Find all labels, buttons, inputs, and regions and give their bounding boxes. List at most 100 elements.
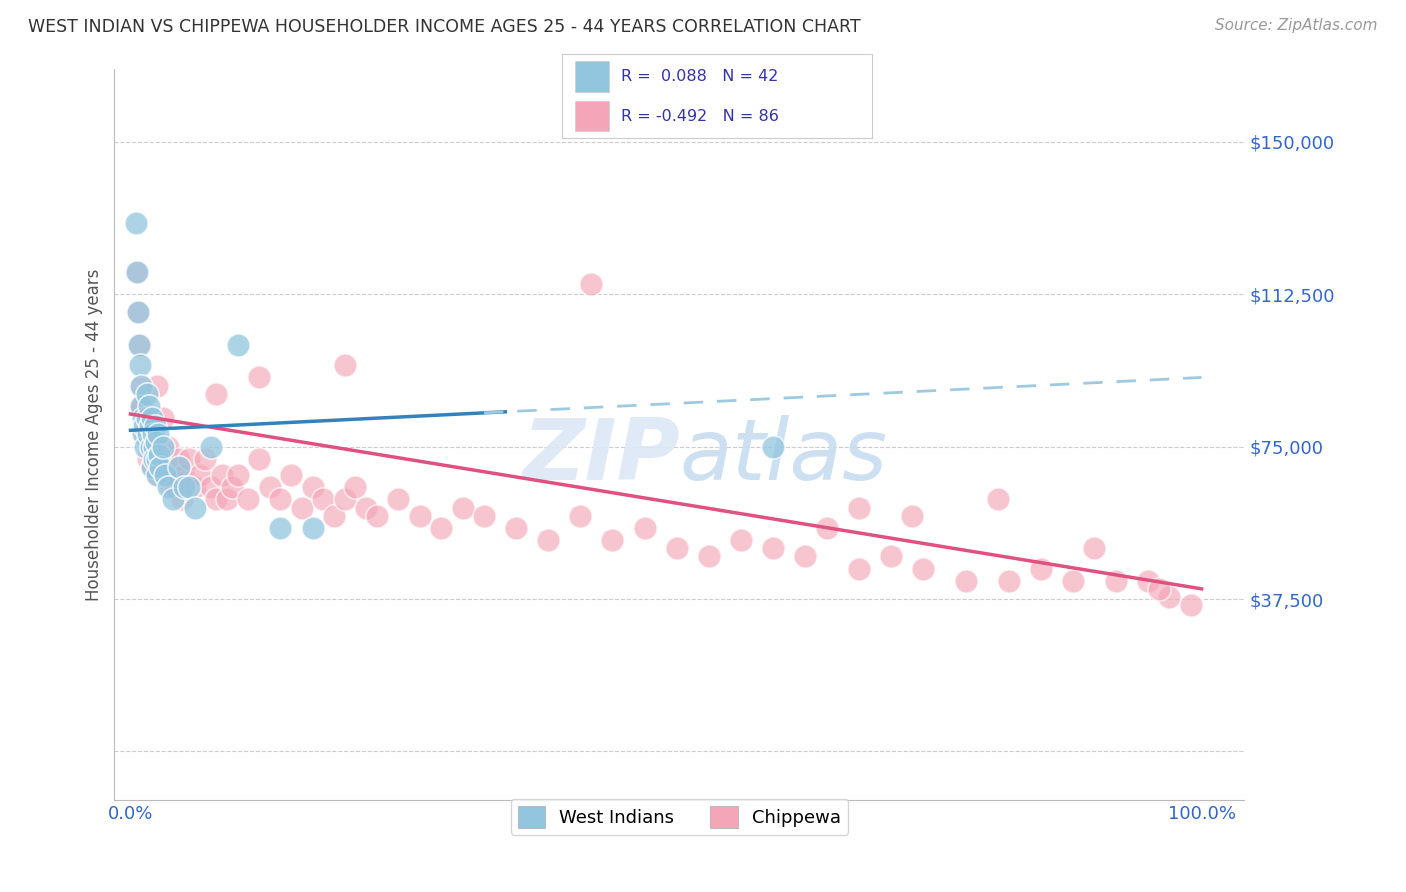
Point	[269, 521, 291, 535]
Point	[848, 500, 870, 515]
Point	[1159, 590, 1181, 604]
Point	[179, 451, 201, 466]
Point	[132, 427, 155, 442]
Point	[136, 451, 159, 466]
Point	[387, 492, 409, 507]
Point	[152, 451, 174, 466]
Point	[129, 378, 152, 392]
Point	[408, 508, 430, 523]
Point	[129, 358, 152, 372]
Point	[472, 508, 495, 523]
Point	[226, 468, 249, 483]
Point	[602, 533, 624, 547]
Point	[194, 451, 217, 466]
Point	[129, 399, 152, 413]
Text: R =  0.088   N = 42: R = 0.088 N = 42	[621, 69, 779, 84]
Point	[127, 305, 149, 319]
Point	[269, 492, 291, 507]
Point	[146, 468, 169, 483]
Point	[280, 468, 302, 483]
Point	[1147, 582, 1170, 596]
Point	[205, 386, 228, 401]
Point	[333, 358, 356, 372]
Point	[184, 500, 207, 515]
Point	[145, 451, 167, 466]
Point	[221, 480, 243, 494]
Point	[148, 448, 170, 462]
Text: ZIP: ZIP	[522, 415, 679, 498]
Point	[226, 338, 249, 352]
Point	[912, 561, 935, 575]
Point	[238, 492, 260, 507]
Point	[138, 399, 160, 413]
Point	[259, 480, 281, 494]
Point	[312, 492, 335, 507]
Point	[128, 338, 150, 352]
Point	[730, 533, 752, 547]
Point	[160, 480, 183, 494]
Point	[301, 521, 323, 535]
Point	[134, 419, 156, 434]
Point	[247, 370, 270, 384]
Point	[1083, 541, 1105, 556]
Point	[141, 419, 163, 434]
Point	[145, 435, 167, 450]
Point	[148, 427, 170, 442]
Point	[146, 468, 169, 483]
Point	[139, 440, 162, 454]
Point	[125, 216, 148, 230]
Point	[1105, 574, 1128, 588]
Point	[1029, 561, 1052, 575]
Point	[848, 561, 870, 575]
Point	[173, 468, 195, 483]
Point	[139, 440, 162, 454]
Point	[146, 451, 169, 466]
Point	[1062, 574, 1084, 588]
Text: WEST INDIAN VS CHIPPEWA HOUSEHOLDER INCOME AGES 25 - 44 YEARS CORRELATION CHART: WEST INDIAN VS CHIPPEWA HOUSEHOLDER INCO…	[28, 18, 860, 36]
Legend: West Indians, Chippewa: West Indians, Chippewa	[510, 798, 848, 835]
Point	[1180, 598, 1202, 612]
Point	[697, 549, 720, 564]
Point	[301, 480, 323, 494]
Point	[333, 492, 356, 507]
Point	[537, 533, 560, 547]
Point	[762, 541, 785, 556]
Point	[211, 468, 233, 483]
Point	[136, 427, 159, 442]
Point	[215, 492, 238, 507]
Point	[179, 480, 201, 494]
Point	[200, 480, 222, 494]
Point	[762, 440, 785, 454]
Point	[143, 419, 166, 434]
Point	[665, 541, 688, 556]
Point	[149, 459, 172, 474]
Point	[291, 500, 314, 515]
Point	[200, 440, 222, 454]
Point	[141, 411, 163, 425]
Point	[170, 492, 193, 507]
Point	[156, 480, 179, 494]
Point	[153, 468, 176, 483]
Text: R = -0.492   N = 86: R = -0.492 N = 86	[621, 109, 779, 124]
Point	[323, 508, 346, 523]
Point	[1137, 574, 1160, 588]
Point	[125, 265, 148, 279]
Text: Source: ZipAtlas.com: Source: ZipAtlas.com	[1215, 18, 1378, 33]
Point	[880, 549, 903, 564]
Point	[354, 500, 377, 515]
Point	[153, 468, 176, 483]
Point	[430, 521, 453, 535]
Point	[162, 492, 184, 507]
Point	[132, 399, 155, 413]
Point	[127, 305, 149, 319]
Point	[633, 521, 655, 535]
Point	[139, 419, 162, 434]
Bar	[575, 62, 609, 92]
Point	[152, 440, 174, 454]
Point	[135, 411, 157, 425]
Point	[135, 411, 157, 425]
Point	[167, 459, 190, 474]
Point	[134, 427, 156, 442]
Y-axis label: Householder Income Ages 25 - 44 years: Householder Income Ages 25 - 44 years	[86, 268, 103, 600]
Point	[366, 508, 388, 523]
